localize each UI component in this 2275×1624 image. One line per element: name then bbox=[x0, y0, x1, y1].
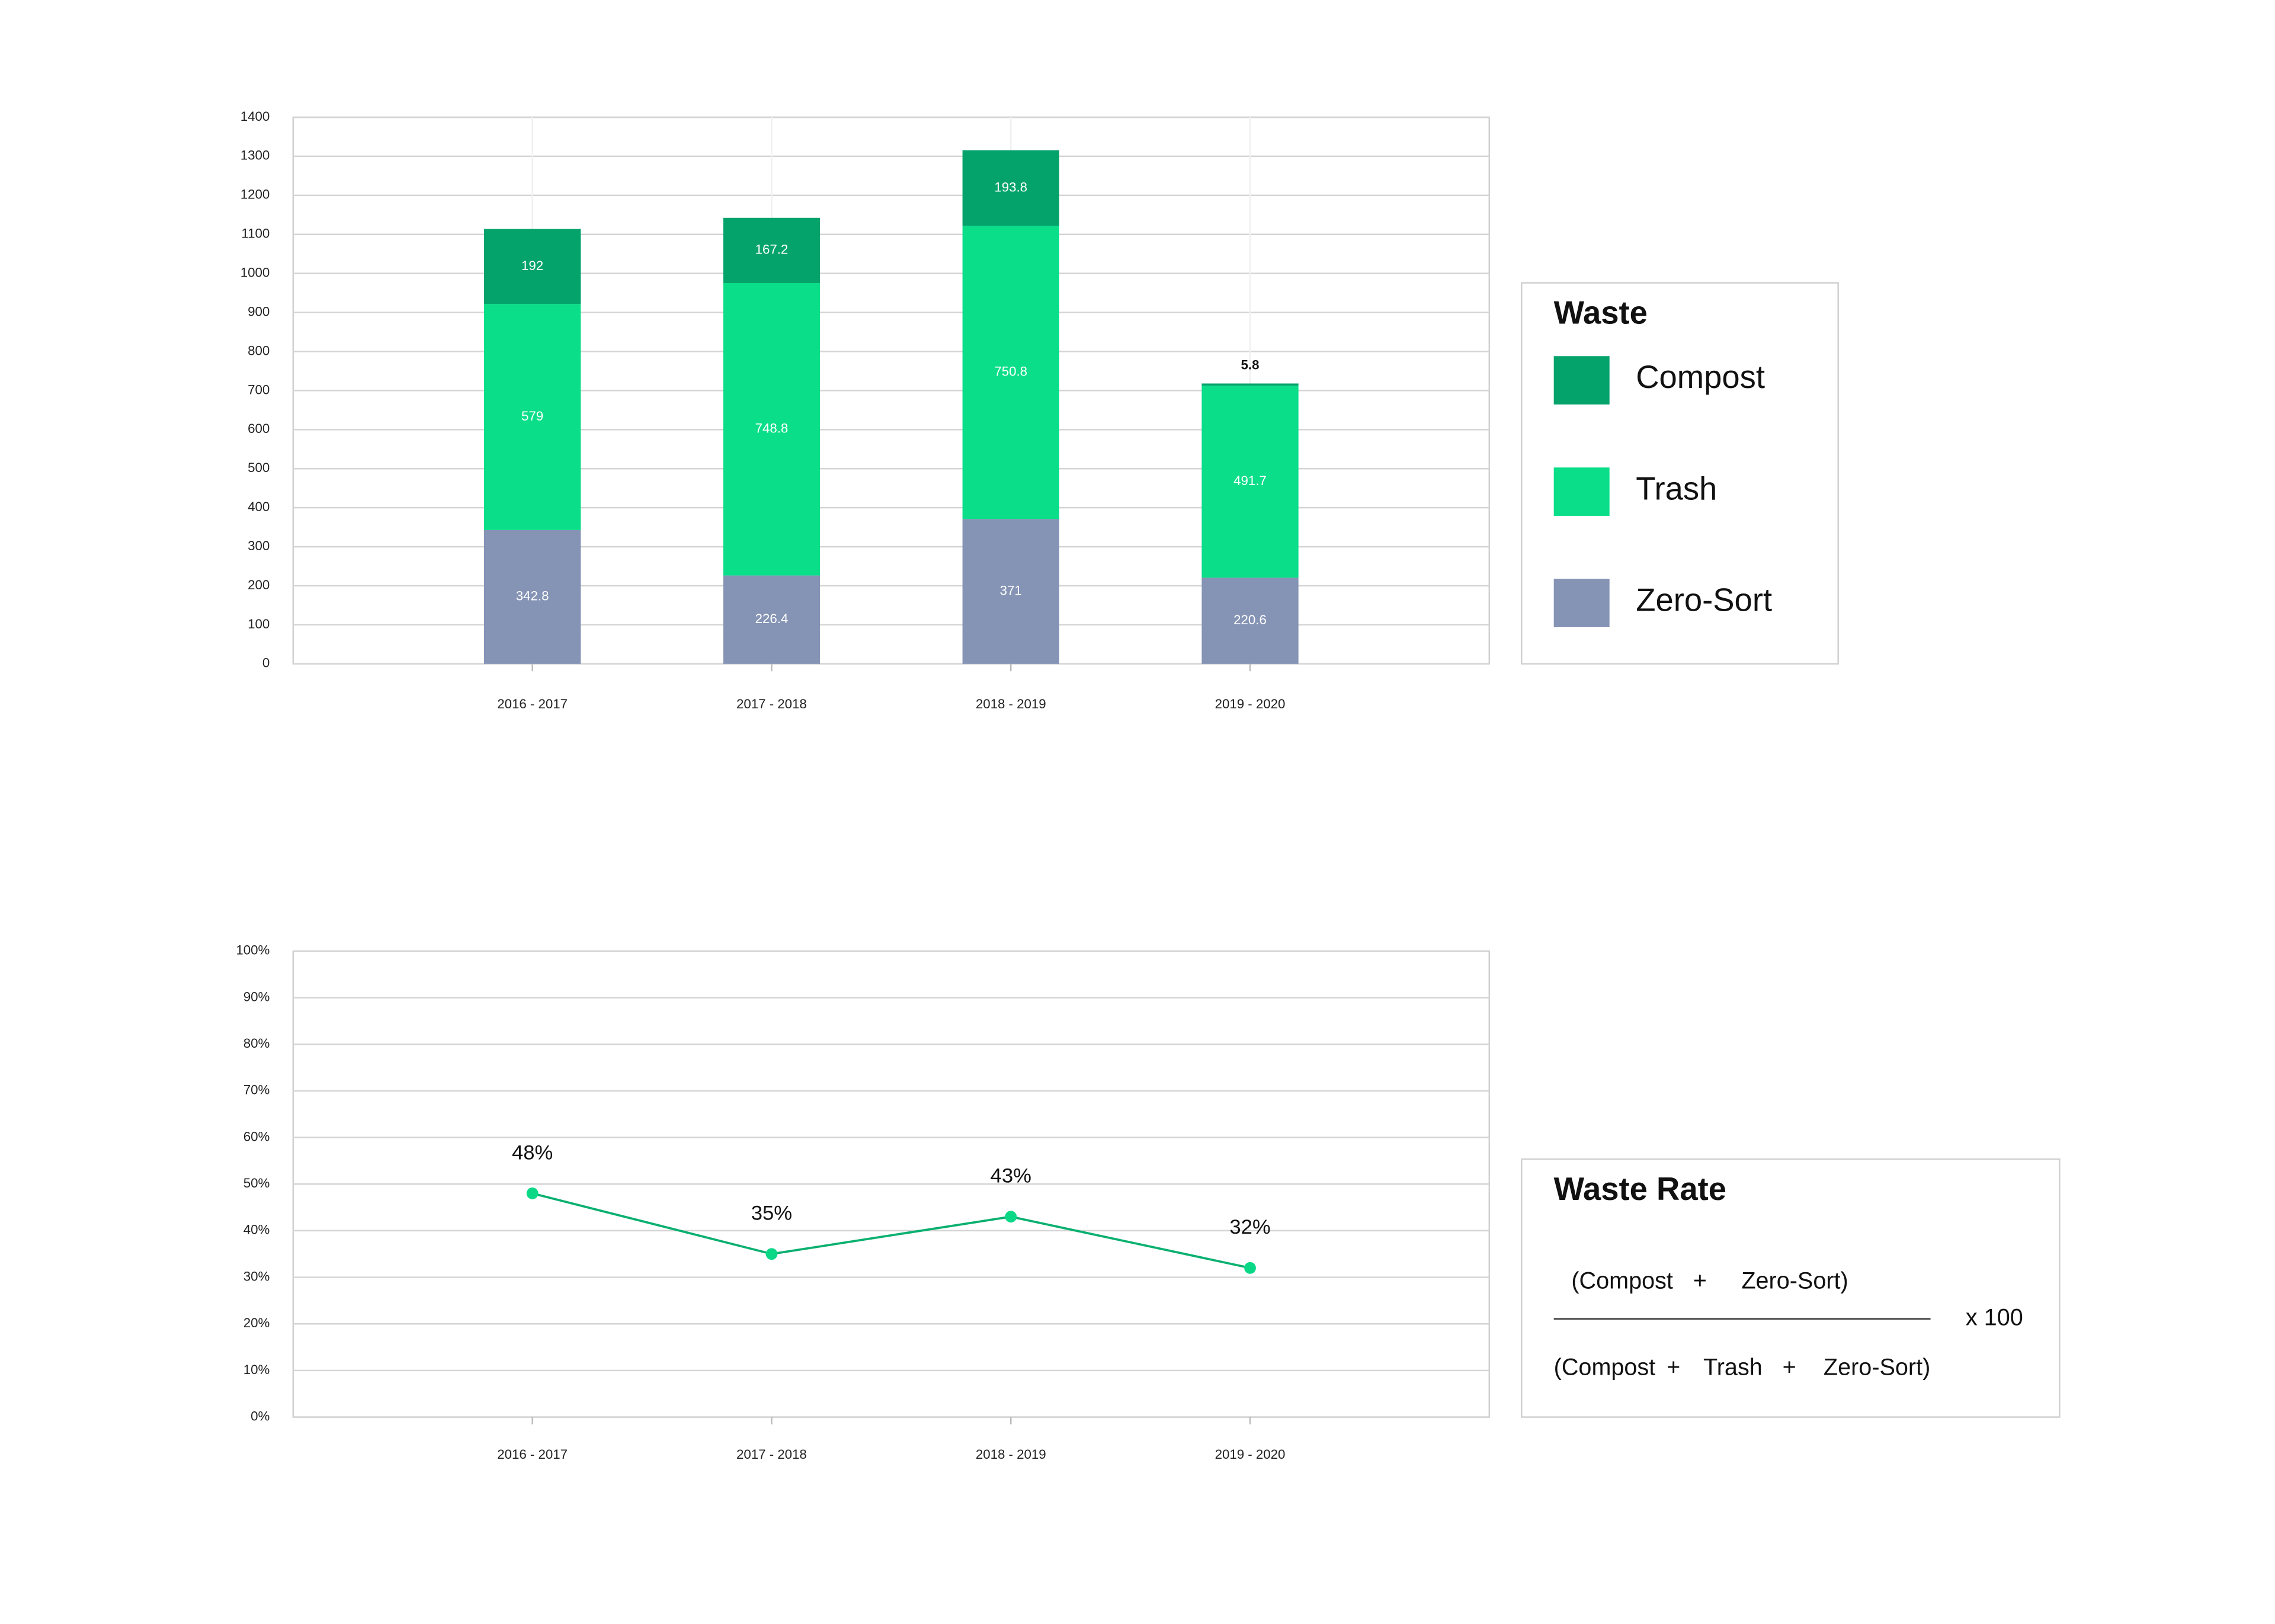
bar-segment bbox=[723, 575, 821, 664]
legend-swatch bbox=[1553, 467, 1610, 516]
x-tick-label: 2017 - 2018 bbox=[736, 697, 807, 711]
y-tick-label: 1400 bbox=[241, 109, 270, 124]
y-tick-label: 800 bbox=[248, 343, 270, 358]
data-label: 193.8 bbox=[994, 179, 1027, 194]
data-label: 32% bbox=[1229, 1216, 1270, 1238]
formula-operator: + bbox=[1783, 1354, 1796, 1380]
bar-segment bbox=[962, 226, 1059, 519]
formula-term: (Compost bbox=[1554, 1354, 1656, 1380]
data-label: 342.8 bbox=[516, 589, 549, 604]
y-tick-label: 1000 bbox=[241, 265, 270, 280]
y-tick-label: 300 bbox=[248, 538, 270, 553]
y-tick-label: 0% bbox=[251, 1408, 270, 1423]
data-label: 5.8 bbox=[1241, 358, 1260, 373]
data-label: 167.2 bbox=[755, 242, 789, 257]
x-tick-label: 2016 - 2017 bbox=[497, 697, 568, 711]
y-tick-label: 1300 bbox=[241, 148, 270, 163]
data-label: 48% bbox=[512, 1141, 553, 1164]
y-tick-label: 100 bbox=[248, 617, 270, 631]
x-tick-label: 2018 - 2019 bbox=[976, 697, 1046, 711]
point bbox=[526, 1187, 539, 1199]
data-label: 748.8 bbox=[755, 421, 789, 436]
y-tick-label: 700 bbox=[248, 382, 270, 397]
bar-segment bbox=[962, 519, 1059, 664]
y-tick-label: 10% bbox=[243, 1362, 270, 1377]
y-tick-label: 90% bbox=[243, 989, 270, 1004]
x-tick-label: 2016 - 2017 bbox=[497, 1447, 568, 1462]
data-label: 192 bbox=[521, 258, 543, 273]
data-label: 579 bbox=[521, 409, 543, 423]
data-label: 226.4 bbox=[755, 611, 789, 626]
x-tick-label: 2019 - 2020 bbox=[1215, 697, 1286, 711]
x-tick-label: 2019 - 2020 bbox=[1215, 1447, 1286, 1462]
formula-operator: + bbox=[1693, 1267, 1707, 1294]
formula-box bbox=[1521, 1158, 2061, 1418]
data-label: 35% bbox=[751, 1202, 792, 1225]
x-tick-label: 2017 - 2018 bbox=[736, 1447, 807, 1462]
y-tick-label: 50% bbox=[243, 1176, 270, 1190]
y-tick-label: 900 bbox=[248, 304, 270, 319]
y-tick-label: 200 bbox=[248, 577, 270, 592]
y-tick-label: 1200 bbox=[241, 187, 270, 202]
point bbox=[765, 1248, 778, 1260]
y-tick-label: 70% bbox=[243, 1083, 270, 1097]
line bbox=[532, 1192, 1251, 1269]
bar-segment bbox=[723, 283, 821, 576]
data-label: 491.7 bbox=[1233, 473, 1267, 488]
y-tick-label: 100% bbox=[236, 943, 270, 958]
legend-label: Zero-Sort bbox=[1636, 582, 1772, 618]
bar-segment bbox=[483, 304, 581, 530]
y-tick-label: 20% bbox=[243, 1315, 270, 1330]
legend-swatch bbox=[1553, 579, 1610, 627]
bar-segment bbox=[1201, 386, 1299, 578]
point bbox=[1244, 1262, 1256, 1274]
data-label: 220.6 bbox=[1233, 612, 1267, 627]
formula-term: Zero-Sort) bbox=[1741, 1267, 1848, 1294]
formula-operator: + bbox=[1667, 1354, 1680, 1380]
data-label: 371 bbox=[1000, 583, 1022, 598]
bar-segment bbox=[483, 229, 581, 304]
y-tick-label: 80% bbox=[243, 1036, 270, 1051]
formula-term: (Compost bbox=[1571, 1267, 1673, 1294]
y-tick-label: 400 bbox=[248, 499, 270, 514]
y-tick-label: 600 bbox=[248, 421, 270, 436]
formula-term: Trash bbox=[1703, 1354, 1763, 1380]
y-tick-label: 40% bbox=[243, 1222, 270, 1237]
bar-segment bbox=[1201, 383, 1299, 386]
y-tick-label: 1100 bbox=[241, 226, 270, 241]
bar-segment bbox=[1201, 577, 1299, 664]
formula-title: Waste Rate bbox=[1554, 1171, 1726, 1207]
y-tick-label: 30% bbox=[243, 1269, 270, 1283]
legend-label: Compost bbox=[1636, 359, 1765, 395]
formula-term: Zero-Sort) bbox=[1824, 1354, 1930, 1380]
point bbox=[1005, 1211, 1017, 1223]
y-tick-label: 500 bbox=[248, 460, 270, 475]
formula-multiplier: x 100 bbox=[1966, 1304, 2023, 1330]
x-tick-label: 2018 - 2019 bbox=[976, 1447, 1046, 1462]
data-label: 750.8 bbox=[994, 364, 1027, 379]
bar-segment bbox=[483, 529, 581, 664]
legend-title: Waste bbox=[1554, 294, 1648, 330]
legend-label: Trash bbox=[1636, 470, 1717, 506]
legend-swatch bbox=[1553, 356, 1610, 405]
bar-segment bbox=[962, 150, 1059, 226]
bar-segment bbox=[723, 217, 821, 283]
y-tick-label: 60% bbox=[243, 1129, 270, 1144]
data-label: 43% bbox=[991, 1165, 1031, 1187]
y-tick-label: 0 bbox=[262, 656, 270, 670]
